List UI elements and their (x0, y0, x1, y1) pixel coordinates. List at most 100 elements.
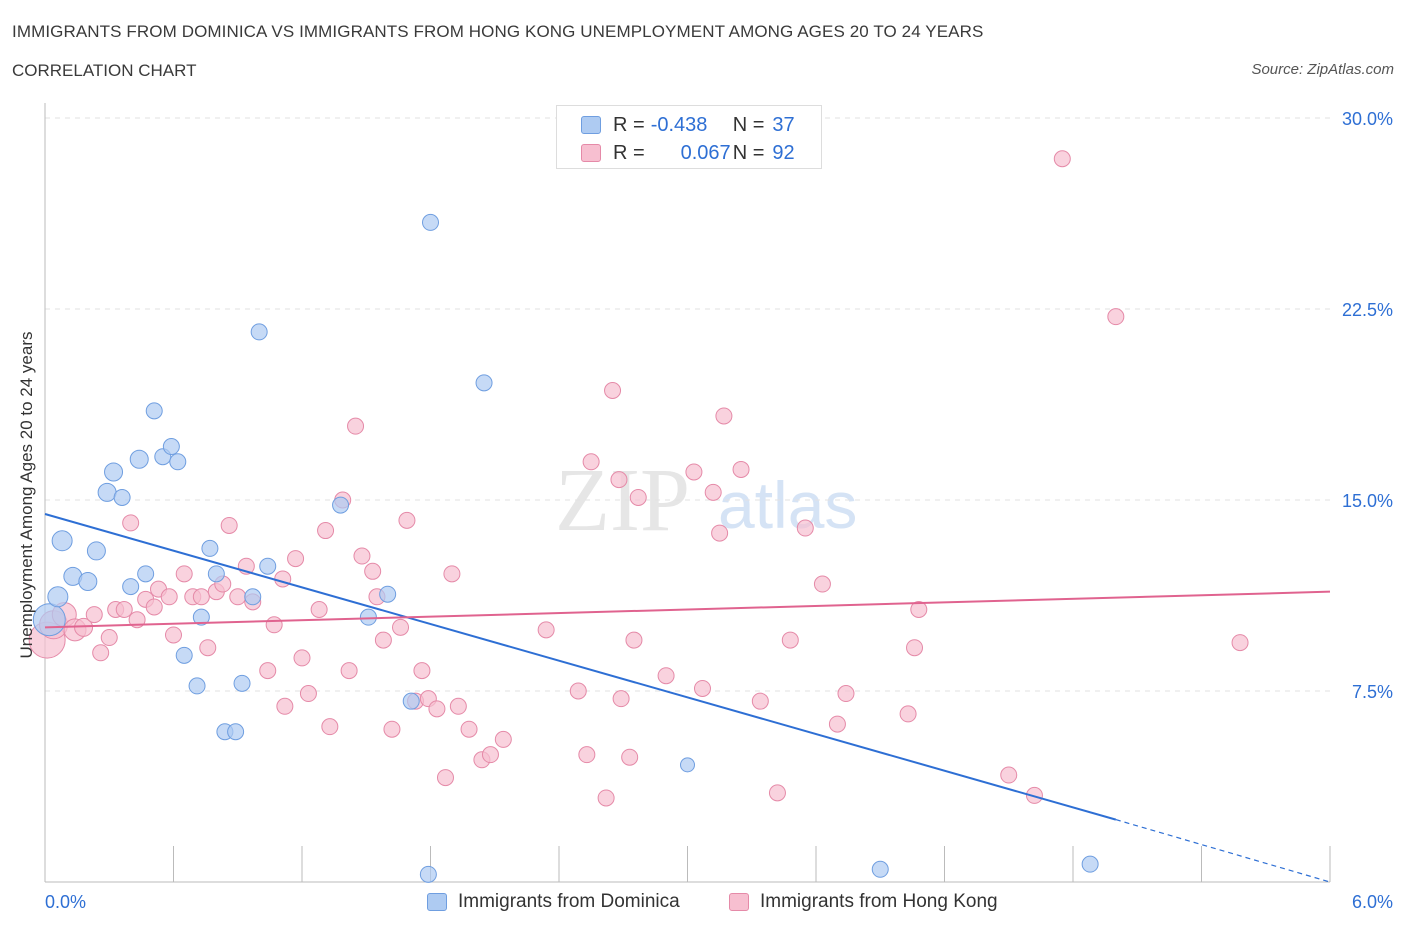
hongkong-point (612, 690, 630, 708)
hongkong-point (625, 631, 643, 649)
source-label: Source: ZipAtlas.com (1251, 61, 1394, 78)
hongkong-point (340, 662, 358, 680)
dominica-point (250, 323, 268, 341)
hongkong-point (494, 730, 512, 748)
dominica-point (332, 496, 350, 514)
n-label: N = (732, 113, 765, 136)
series-dominica-points (32, 213, 1099, 883)
dominica-point (145, 402, 163, 420)
dominica-point (122, 578, 140, 596)
dominica-point (51, 530, 73, 552)
hongkong-point (1107, 308, 1125, 326)
dominica-point (233, 674, 251, 692)
hongkong-point (621, 748, 639, 766)
hongkong-trend-line (44, 590, 1331, 629)
hongkong-point (582, 453, 600, 471)
hongkong-point (610, 471, 628, 489)
hongkong-point (537, 621, 555, 639)
y-tick-label: 15.0% (1342, 491, 1393, 511)
dominica-point (169, 453, 187, 471)
dominica-point (680, 757, 695, 773)
hongkong-point (732, 460, 750, 478)
dominica-point (97, 482, 117, 502)
dominica-point (244, 588, 262, 606)
y-tick-label: 30.0% (1342, 109, 1393, 129)
dominica-point (129, 449, 149, 469)
hongkong-point (899, 705, 917, 723)
dominica-point (379, 585, 397, 603)
n-value: 37 (772, 113, 795, 136)
hongkong-point (481, 746, 499, 764)
stats-legend: R = -0.438 N = 37 R = 0.067 N = 92 (556, 105, 822, 169)
hongkong-point (115, 601, 133, 619)
n-value: 92 (772, 141, 795, 164)
hongkong-point (100, 629, 118, 647)
y-axis-label: Unemployment Among Ages 20 to 24 years (17, 331, 36, 659)
hongkong-point (274, 570, 292, 588)
stats-row-dominica: R = -0.438 N = 37 (581, 114, 795, 136)
dominica-point (475, 374, 493, 392)
legend-item-hongkong: Immigrants from Hong Kong (729, 889, 998, 915)
hongkong-point (374, 631, 392, 649)
hongkong-point (1231, 634, 1249, 652)
hongkong-point (460, 720, 478, 738)
legend-item-dominica: Immigrants from Dominica (427, 889, 680, 915)
hongkong-point (229, 588, 247, 606)
hongkong-point (443, 565, 461, 583)
dominica-point (259, 557, 277, 575)
hongkong-point (604, 381, 622, 399)
hongkong-point (276, 697, 294, 715)
dominica-point (32, 603, 66, 637)
hongkong-point (436, 769, 454, 787)
hongkong-point (310, 601, 328, 619)
hongkong-point (597, 789, 615, 807)
hongkong-swatch (581, 144, 601, 162)
hongkong-point (392, 618, 410, 636)
hongkong-point (199, 639, 217, 657)
hongkong-point (428, 700, 446, 718)
hongkong-point (910, 601, 928, 619)
hongkong-point (413, 662, 431, 680)
dominica-point (419, 865, 437, 883)
hongkong-point (629, 488, 647, 506)
dominica-trend-extension (1115, 819, 1331, 883)
hongkong-point (711, 524, 729, 542)
hongkong-point (715, 407, 733, 425)
hongkong-point (685, 463, 703, 481)
hongkong-point (145, 598, 163, 616)
dominica-point (871, 860, 889, 878)
hongkong-point (259, 662, 277, 680)
dominica-point (227, 723, 245, 741)
chart-subtitle: CORRELATION CHART (12, 61, 197, 80)
hongkong-point (1000, 766, 1018, 784)
dominica-trend-line (44, 513, 1117, 821)
dominica-point (137, 565, 155, 583)
hongkong-legend-swatch (729, 893, 749, 911)
hongkong-point (321, 718, 339, 736)
dominica-point (1081, 855, 1099, 873)
y-tick-label: 7.5% (1352, 682, 1393, 702)
legend-label-dominica: Immigrants from Dominica (458, 891, 680, 912)
hongkong-point (578, 746, 596, 764)
hongkong-point (1053, 150, 1071, 168)
hongkong-point (768, 784, 786, 802)
hongkong-point (828, 715, 846, 733)
dominica-point (359, 608, 377, 626)
r-label: R = (613, 113, 645, 136)
hongkong-point (906, 639, 924, 657)
hongkong-point (383, 720, 401, 738)
hongkong-point (220, 516, 238, 534)
dominica-point (402, 692, 420, 710)
dominica-point (188, 677, 206, 695)
dominica-point (207, 565, 225, 583)
hongkong-point (122, 514, 140, 532)
hongkong-point (364, 562, 382, 580)
r-value: -0.438 (650, 113, 708, 136)
dominica-point (86, 541, 106, 561)
dominica-point (192, 608, 210, 626)
hongkong-point (317, 522, 335, 540)
hongkong-point (569, 682, 587, 700)
hongkong-point (299, 685, 317, 703)
dominica-point (162, 438, 180, 456)
